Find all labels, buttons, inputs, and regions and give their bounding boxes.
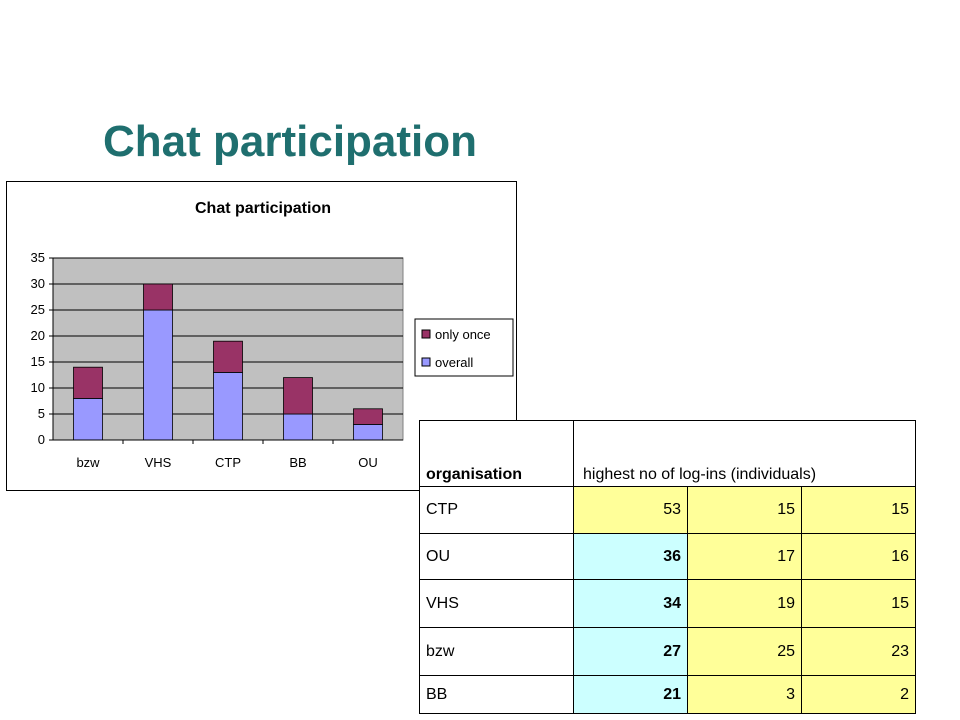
bar-overall-OU <box>353 423 383 441</box>
y-tick-label: 35 <box>31 250 45 265</box>
bar-only-once-VHS <box>143 283 173 311</box>
legend-swatch-only-once <box>421 329 431 339</box>
header-logins: highest no of log-ins (individuals) <box>573 420 916 487</box>
value-cell: 2 <box>801 675 916 714</box>
header-organisation: organisation <box>419 420 574 487</box>
bar-only-once-BB <box>283 377 313 415</box>
value-cell: 15 <box>687 486 802 534</box>
x-tick-label: OU <box>358 455 378 470</box>
org-cell: BB <box>419 675 574 714</box>
x-tick-label: CTP <box>215 455 241 470</box>
value-cell: 36 <box>573 533 688 580</box>
bar-overall-VHS <box>143 309 173 441</box>
slide-title: Chat participation <box>103 117 478 166</box>
value-cell: 21 <box>573 675 688 714</box>
chart-frame: Chat participation 0 5 10 15 20 25 30 35 bzw VHS… <box>6 181 517 491</box>
legend-swatch-overall <box>421 357 431 367</box>
value-cell: 27 <box>573 627 688 676</box>
value-cell: 25 <box>687 627 802 676</box>
legend-label-only-once: only once <box>435 327 491 342</box>
bar-only-once-CTP <box>213 340 243 373</box>
table-row: CTP 53 15 15 <box>419 486 916 534</box>
y-tick-label: 0 <box>38 432 45 447</box>
value-cell: 17 <box>687 533 802 580</box>
y-tick-label: 15 <box>31 354 45 369</box>
org-cell: CTP <box>419 486 574 534</box>
value-cell: 53 <box>573 486 688 534</box>
chart-title: Chat participation <box>195 200 331 217</box>
org-cell: VHS <box>419 579 574 628</box>
y-tick-label: 20 <box>31 328 45 343</box>
stacked-bar-chart: Chat participation 0 5 10 15 20 25 30 35 bzw VHS… <box>31 200 514 470</box>
value-cell: 15 <box>801 486 916 534</box>
y-tick-label: 25 <box>31 302 45 317</box>
value-cell: 23 <box>801 627 916 676</box>
table-row: VHS 34 19 15 <box>419 579 916 628</box>
x-tick-label: BB <box>289 455 306 470</box>
org-cell: OU <box>419 533 574 580</box>
bar-overall-bzw <box>73 397 103 441</box>
x-axis-ticks: bzw VHS CTP BB OU <box>76 440 378 470</box>
bar-only-once-bzw <box>73 366 103 399</box>
table-row: BB 21 3 2 <box>419 675 916 714</box>
value-cell: 19 <box>687 579 802 628</box>
y-axis-ticks: 0 5 10 15 20 25 30 35 <box>31 250 53 447</box>
legend-label-overall: overall <box>435 355 473 370</box>
table-row: OU 36 17 16 <box>419 533 916 580</box>
bar-overall-CTP <box>213 371 243 441</box>
y-tick-label: 30 <box>31 276 45 291</box>
table-row: bzw 27 25 23 <box>419 627 916 676</box>
value-cell: 3 <box>687 675 802 714</box>
legend-box <box>414 318 514 377</box>
org-cell: bzw <box>419 627 574 676</box>
x-tick-label: bzw <box>76 455 100 470</box>
y-tick-label: 10 <box>31 380 45 395</box>
value-cell: 34 <box>573 579 688 628</box>
bar-only-once-OU <box>353 408 383 425</box>
value-cell: 16 <box>801 533 916 580</box>
value-cell: 15 <box>801 579 916 628</box>
y-tick-label: 5 <box>38 406 45 421</box>
table-header-row: organisation highest no of log-ins (indi… <box>419 420 916 487</box>
bar-overall-BB <box>283 413 313 441</box>
x-tick-label: VHS <box>145 455 172 470</box>
login-table: organisation highest no of log-ins (indi… <box>419 420 916 714</box>
legend: only once overall <box>414 318 514 377</box>
